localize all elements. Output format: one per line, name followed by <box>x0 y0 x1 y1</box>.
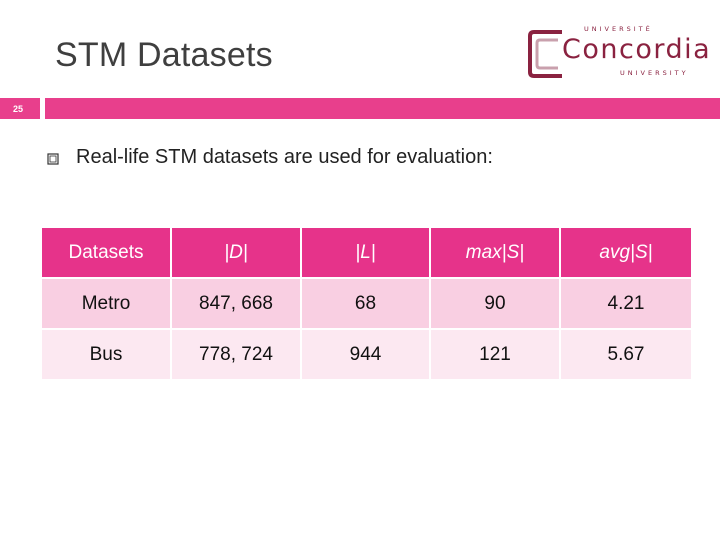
header-datasets: Datasets <box>42 228 172 279</box>
table-cell: 121 <box>431 330 561 381</box>
header-avg-s: avg|S| <box>561 228 691 279</box>
table-cell: Metro <box>42 279 172 330</box>
concordia-logo: UNIVERSITÉ Concordia UNIVERSITY <box>528 24 713 82</box>
table-cell: 944 <box>302 330 431 381</box>
slide-number-bar <box>0 98 40 119</box>
logo-university-text: UNIVERSITY <box>620 69 689 77</box>
table-cell: 68 <box>302 279 431 330</box>
table-row: Bus 778, 724 944 121 5.67 <box>42 330 691 381</box>
header-accent-bar <box>45 98 720 119</box>
table-cell: 5.67 <box>561 330 691 381</box>
table-header-row: Datasets |D| |L| max|S| avg|S| <box>42 228 691 279</box>
slide-title: STM Datasets <box>55 36 273 74</box>
table-cell: 90 <box>431 279 561 330</box>
datasets-table: Datasets |D| |L| max|S| avg|S| Metro 847… <box>42 228 691 381</box>
table-cell: 4.21 <box>561 279 691 330</box>
table-cell: 778, 724 <box>172 330 302 381</box>
logo-name-text: Concordia <box>562 34 712 65</box>
bullet-text: Real-life STM datasets are used for eval… <box>76 146 493 168</box>
slide-number: 25 <box>13 104 24 114</box>
table-cell: 847, 668 <box>172 279 302 330</box>
square-bullet-icon <box>47 153 59 165</box>
header-l: |L| <box>302 228 431 279</box>
header-max-s: max|S| <box>431 228 561 279</box>
logo-universite-text: UNIVERSITÉ <box>584 25 653 33</box>
header-d: |D| <box>172 228 302 279</box>
concordia-logo-mark-icon <box>528 30 562 78</box>
table-cell: Bus <box>42 330 172 381</box>
table-row: Metro 847, 668 68 90 4.21 <box>42 279 691 330</box>
